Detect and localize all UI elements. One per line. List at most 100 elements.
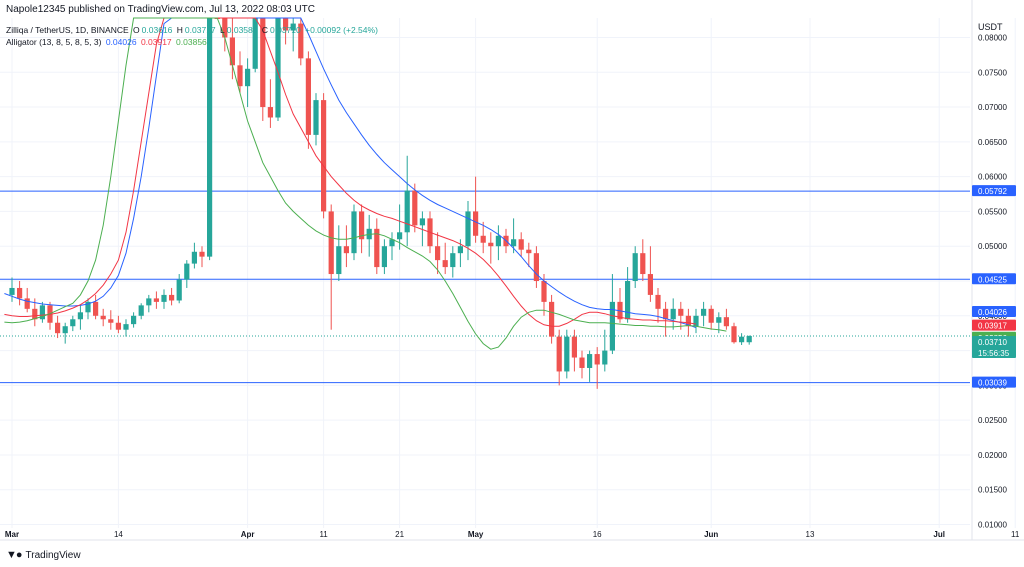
- candle-body: [435, 246, 441, 261]
- x-tick-label: 13: [806, 530, 815, 539]
- candle-body: [587, 354, 593, 368]
- candle-body: [55, 322, 61, 334]
- price-label-bg: [972, 305, 1016, 317]
- candle-body: [473, 211, 479, 236]
- candle-body: [131, 315, 137, 325]
- alligator-teeth-line: [4, 17, 697, 327]
- candle-body: [77, 312, 83, 320]
- alligator-lips-line: [4, 17, 727, 350]
- candle-body: [328, 211, 334, 275]
- candle-body: [374, 228, 380, 268]
- y-tick-label: 0.01000: [978, 521, 1007, 530]
- price-label-bg: [972, 185, 1016, 197]
- candle-body: [609, 301, 615, 351]
- alligator-indicator: [4, 17, 727, 350]
- candle-body: [746, 335, 752, 343]
- price-label-bg: [972, 335, 1016, 358]
- candle-body: [321, 100, 327, 212]
- candle-body: [169, 294, 175, 301]
- candle-body: [518, 239, 524, 250]
- candle-body: [412, 190, 418, 226]
- x-tick-label: 21: [395, 530, 404, 539]
- y-tick-label: 0.02000: [978, 451, 1007, 460]
- x-tick-label: May: [468, 530, 484, 539]
- price-label-teeth: 0.03917: [978, 322, 1007, 331]
- candle-body: [260, 18, 266, 108]
- candle-body: [594, 354, 600, 365]
- y-tick-label: 0.05000: [978, 242, 1007, 251]
- candle-body: [207, 18, 213, 257]
- candle-body: [632, 253, 638, 282]
- legend-indicator-name[interactable]: Alligator (13, 8, 5, 8, 5, 3): [6, 37, 102, 47]
- candle-body: [343, 246, 349, 254]
- y-tick-label: 0.07500: [978, 68, 1007, 77]
- y-tick-label: 0.02500: [978, 416, 1007, 425]
- candle-body: [199, 251, 205, 257]
- candle-body: [70, 319, 76, 327]
- price-label-level: 0.05792: [978, 187, 1007, 196]
- candle-body: [17, 287, 23, 299]
- candle-body: [336, 246, 342, 275]
- bar-countdown: 15:56:35: [978, 349, 1010, 358]
- candle-body: [222, 18, 228, 38]
- y-tick-label: 0.08000: [978, 33, 1007, 42]
- price-label-last: 0.03710: [978, 338, 1007, 347]
- x-tick-label: Jun: [704, 530, 718, 539]
- legend-symbol[interactable]: Zilliqa / TetherUS, 1D, BINANCE: [6, 25, 129, 35]
- candle-body: [138, 305, 144, 316]
- candle-body: [693, 315, 699, 327]
- chart-legend: Zilliqa / TetherUS, 1D, BINANCE O 0.03616…: [6, 24, 380, 48]
- candle-body: [237, 65, 243, 87]
- candle-body: [93, 301, 99, 316]
- horizontal-levels[interactable]: [0, 190, 970, 384]
- candle-body: [541, 281, 547, 302]
- candle-body: [359, 211, 365, 240]
- candle-body: [381, 246, 387, 268]
- candle-body: [123, 324, 129, 330]
- candle-body: [450, 253, 456, 268]
- candle-body: [602, 350, 608, 365]
- price-label-bg: [972, 376, 1016, 388]
- candle-body: [161, 294, 167, 302]
- legend-change: +0.00092 (+2.54%): [305, 25, 378, 35]
- candle-body: [153, 298, 159, 302]
- y-tick-label: 0.06500: [978, 138, 1007, 147]
- candle-body: [465, 211, 471, 247]
- legend-high: 0.03717: [184, 25, 216, 35]
- candle-body: [298, 23, 304, 59]
- candle-body: [184, 263, 190, 280]
- legend-jaw-value: 0.04026: [105, 37, 137, 47]
- candle-body: [267, 107, 273, 118]
- candle-body: [24, 298, 30, 309]
- candlesticks: [9, 18, 752, 389]
- candle-body: [62, 326, 68, 334]
- legend-open: 0.03616: [141, 25, 173, 35]
- candle-body: [579, 357, 585, 368]
- candle-body: [549, 301, 555, 337]
- y-tick-label: 0.06000: [978, 173, 1007, 182]
- tradingview-branding[interactable]: ▼● TradingView: [6, 549, 81, 561]
- candle-body: [701, 308, 707, 316]
- candle-body: [564, 336, 570, 372]
- price-label-jaw: 0.04026: [978, 308, 1007, 317]
- candle-body: [275, 18, 281, 118]
- candle-body: [457, 246, 463, 254]
- legend-teeth-value: 0.03917: [140, 37, 172, 47]
- candle-body: [708, 308, 714, 323]
- x-tick-label: Mar: [5, 530, 19, 539]
- currency-label: USDT: [978, 22, 1003, 32]
- candle-body: [739, 336, 745, 343]
- candle-body: [404, 190, 410, 233]
- candle-body: [39, 305, 45, 320]
- candle-body: [245, 68, 251, 87]
- candle-body: [389, 239, 395, 247]
- candle-body: [678, 308, 684, 316]
- legend-high-label: H: [176, 25, 183, 35]
- price-label-bg: [972, 319, 1016, 331]
- candle-body: [526, 249, 532, 254]
- price-labels: 0.057920.045250.040260.039170.038560.037…: [972, 185, 1016, 388]
- legend-open-label: O: [133, 25, 140, 35]
- candle-body: [85, 301, 91, 313]
- candle-body: [9, 287, 15, 295]
